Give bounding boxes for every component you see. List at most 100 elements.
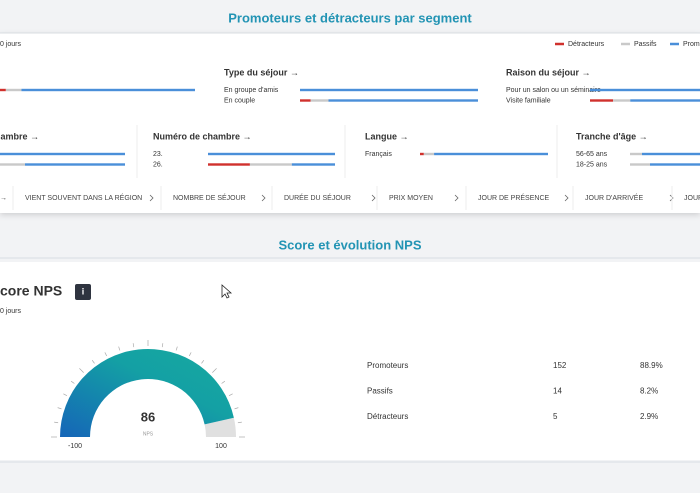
gauge-tick [221,380,226,384]
card-title: Langue → [365,131,409,141]
gauge-tick [189,352,192,357]
card-title: Tranche d'âge → [576,131,648,141]
info-button[interactable] [75,284,91,300]
info-icon[interactable]: i [82,286,85,296]
row-label: Pour un salon ou un séminaire [506,87,601,94]
bar-segment [434,152,548,156]
row-label: 26. [153,161,163,168]
bar-segment [300,88,478,92]
bar-segment [0,152,125,156]
bar-segment [420,152,424,156]
row-label: En groupe d'amis [224,87,279,94]
card-title: core NPS [0,283,62,299]
gauge-tick [91,359,95,364]
bar-segment [630,163,650,166]
table-cell: 14 [553,387,562,396]
tab[interactable]: JOUR [684,195,700,202]
gauge-tick [234,407,239,410]
gauge-tick [57,407,62,410]
tab[interactable]: DURÉE DU SÉJOUR [284,193,351,202]
bar-segment [5,88,22,92]
legend-label: Prom [683,41,700,48]
row-label: Français [365,151,392,158]
gauge-tick [161,343,164,348]
tab[interactable]: PRIX MOYEN [389,195,433,202]
tab[interactable]: → [0,195,7,202]
legend-label: Passifs [634,41,657,48]
gauge-tick [228,393,233,396]
card-title: Raison du séjour → [506,67,591,77]
bar-segment [291,163,335,166]
tab-arrow [149,194,154,202]
gauge-tick [79,368,84,373]
gauge-tick [63,393,68,396]
tab-arrow [454,194,459,202]
gauge-tick [70,380,75,384]
gauge-tick [132,343,135,348]
section-title: Promoteurs et détracteurs par segment [228,10,472,25]
bar-segment [0,88,6,92]
legend-label: Détracteurs [568,41,605,48]
bar-segment [613,99,631,102]
bar-segment [0,163,25,166]
bar-segment [590,88,700,92]
table-cell: Passifs [367,387,393,396]
tab-arrow [261,194,266,202]
gauge-tick [212,368,217,373]
period: 0 jours [0,41,22,48]
tab-arrow [564,194,569,202]
bar-segment [423,152,435,156]
table-cell: 2.9% [640,412,658,421]
segment-panel [0,33,700,213]
tab-arrow [371,194,376,202]
bar-segment [630,99,700,102]
table-cell: Promoteurs [367,361,408,370]
table-cell: 5 [553,412,558,421]
gauge-tick [237,421,242,424]
bar-segment [300,99,311,102]
table-cell: 8.2% [640,387,658,396]
gauge-remainder [204,417,236,437]
tab[interactable]: VIENT SOUVENT DANS LA RÉGION [25,193,142,202]
bar-segment [208,152,335,156]
row-label: En couple [224,97,255,104]
bar-segment [25,163,125,166]
section-title: Score et évolution NPS [278,237,421,252]
table-cell: 88.9% [640,361,663,370]
gauge-min: -100 [68,443,82,450]
row-label: 18-25 ans [576,161,608,168]
bar-segment [650,163,700,166]
table-cell: 152 [553,361,567,370]
tab[interactable]: JOUR DE PRÉSENCE [478,193,550,202]
tab[interactable]: NOMBRE DE SÉJOUR [173,193,246,202]
bar-segment [21,88,196,92]
card-title: hambre → [0,131,39,141]
gauge-tick [104,352,107,357]
tab-arrow [669,194,674,202]
gauge-tick [118,346,121,351]
gauge-max: 100 [215,443,227,450]
table-cell: Détracteurs [367,412,408,421]
tab[interactable]: JOUR D'ARRIVÉE [585,193,643,202]
period: 0 jours [0,308,22,315]
row-label: Visite familiale [506,97,551,104]
gauge-value [60,349,234,437]
bar-segment [208,163,250,166]
bar-segment [630,152,642,156]
gauge-label: NPS [143,431,154,437]
card-title: Type du séjour → [224,67,299,77]
gauge-value-label: 86 [141,409,155,424]
bar-segment [642,152,700,156]
card-title: Numéro de chambre → [153,131,252,141]
gauge-tick [54,421,59,424]
bar-segment [310,99,329,102]
cursor [221,284,233,299]
row-label: 56-65 ans [576,151,608,158]
bar-segment [328,99,478,102]
bar-segment [249,163,292,166]
bar-segment [590,99,613,102]
gauge-tick [175,346,178,351]
gauge-tick [201,359,205,364]
row-label: 23. [153,151,163,158]
